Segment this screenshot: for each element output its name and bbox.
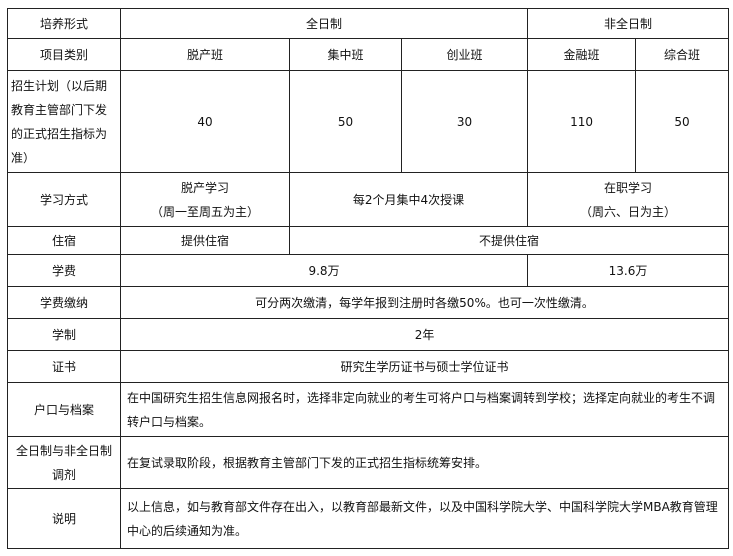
category-cell: 创业班 xyxy=(400,38,529,71)
study-full-off: 脱产学习 （周一至周五为主） xyxy=(120,172,290,227)
row-certificate: 证书 研究生学历证书与硕士学位证书 xyxy=(7,350,730,383)
tuition-part: 13.6万 xyxy=(527,254,730,287)
enrollment-value: 110 xyxy=(527,70,637,173)
study-full-off-text: 脱产学习 xyxy=(180,180,229,195)
row-adjust: 全日制与非全日制调剂 在复试录取阶段，根据教育主管部门下发的正式招生指标统筹安排… xyxy=(7,436,730,489)
label-adjust: 全日制与非全日制调剂 xyxy=(7,436,121,489)
study-concentrated: 每2个月集中4次授课 xyxy=(288,172,529,227)
label-housing: 住宿 xyxy=(7,226,121,255)
certificate-value: 研究生学历证书与硕士学位证书 xyxy=(119,350,730,383)
row-tuition: 学费 9.8万 13.6万 xyxy=(7,254,730,287)
study-part: 在职学习 （周六、日为主） xyxy=(527,172,730,227)
study-full-off-note: （周一至周五为主） xyxy=(150,204,259,219)
study-part-note: （周六、日为主） xyxy=(580,204,677,219)
enrollment-value: 30 xyxy=(400,70,529,173)
row-category: 项目类别 脱产班 集中班 创业班 金融班 综合班 xyxy=(7,38,730,71)
category-cell: 金融班 xyxy=(527,38,637,71)
part-time-header: 非全日制 xyxy=(527,8,730,39)
category-cell: 脱产班 xyxy=(120,38,290,71)
tuition-full: 9.8万 xyxy=(119,254,529,287)
adjust-value: 在复试录取阶段，根据教育主管部门下发的正式招生指标统筹安排。 xyxy=(119,436,730,489)
duration-value: 2年 xyxy=(119,318,730,351)
label-note: 说明 xyxy=(7,488,121,549)
full-time-header: 全日制 xyxy=(119,8,529,39)
row-note: 说明 以上信息，如与教育部文件存在出入，以教育部最新文件，以及中国科学院大学、中… xyxy=(7,488,730,549)
hukou-value: 在中国研究生招生信息网报名时，选择非定向就业的考生可将户口与档案调转到学校；选择… xyxy=(119,382,730,437)
row-enrollment: 招生计划（以后期教育主管部门下发的正式招生指标为准） 40 50 30 110 … xyxy=(7,70,730,173)
label-format: 培养形式 xyxy=(7,8,121,39)
label-duration: 学制 xyxy=(7,318,121,351)
category-cell: 集中班 xyxy=(289,38,402,71)
row-payment: 学费缴纳 可分两次缴清，每学年报到注册时各缴50%。也可一次性缴清。 xyxy=(7,286,730,319)
row-study-mode: 学习方式 脱产学习 （周一至周五为主） 每2个月集中4次授课 在职学习 （周六、日为… xyxy=(7,172,730,227)
note-value: 以上信息，如与教育部文件存在出入，以教育部最新文件，以及中国科学院大学、中国科学… xyxy=(119,488,730,549)
row-housing: 住宿 提供住宿 不提供住宿 xyxy=(7,226,730,255)
row-format: 培养形式 全日制 非全日制 xyxy=(7,8,730,39)
row-hukou: 户口与档案 在中国研究生招生信息网报名时，选择非定向就业的考生可将户口与档案调转… xyxy=(7,382,730,437)
housing-provided: 提供住宿 xyxy=(120,226,290,255)
study-part-text: 在职学习 xyxy=(604,180,653,195)
label-hukou: 户口与档案 xyxy=(7,382,121,437)
label-certificate: 证书 xyxy=(7,350,121,383)
payment-value: 可分两次缴清，每学年报到注册时各缴50%。也可一次性缴清。 xyxy=(119,286,730,319)
label-enrollment: 招生计划（以后期教育主管部门下发的正式招生指标为准） xyxy=(7,70,121,173)
label-category: 项目类别 xyxy=(7,38,121,71)
enrollment-value: 40 xyxy=(120,70,290,173)
enrollment-value: 50 xyxy=(289,70,402,173)
label-payment: 学费缴纳 xyxy=(7,286,121,319)
category-cell: 综合班 xyxy=(635,38,730,71)
program-table: 培养形式 全日制 非全日制 项目类别 脱产班 集中班 创业班 金融班 综合班 招… xyxy=(7,8,730,549)
row-duration: 学制 2年 xyxy=(7,318,730,351)
label-tuition: 学费 xyxy=(7,254,121,287)
label-study-mode: 学习方式 xyxy=(7,172,121,227)
enrollment-value: 50 xyxy=(635,70,730,173)
housing-not-provided: 不提供住宿 xyxy=(288,226,730,255)
